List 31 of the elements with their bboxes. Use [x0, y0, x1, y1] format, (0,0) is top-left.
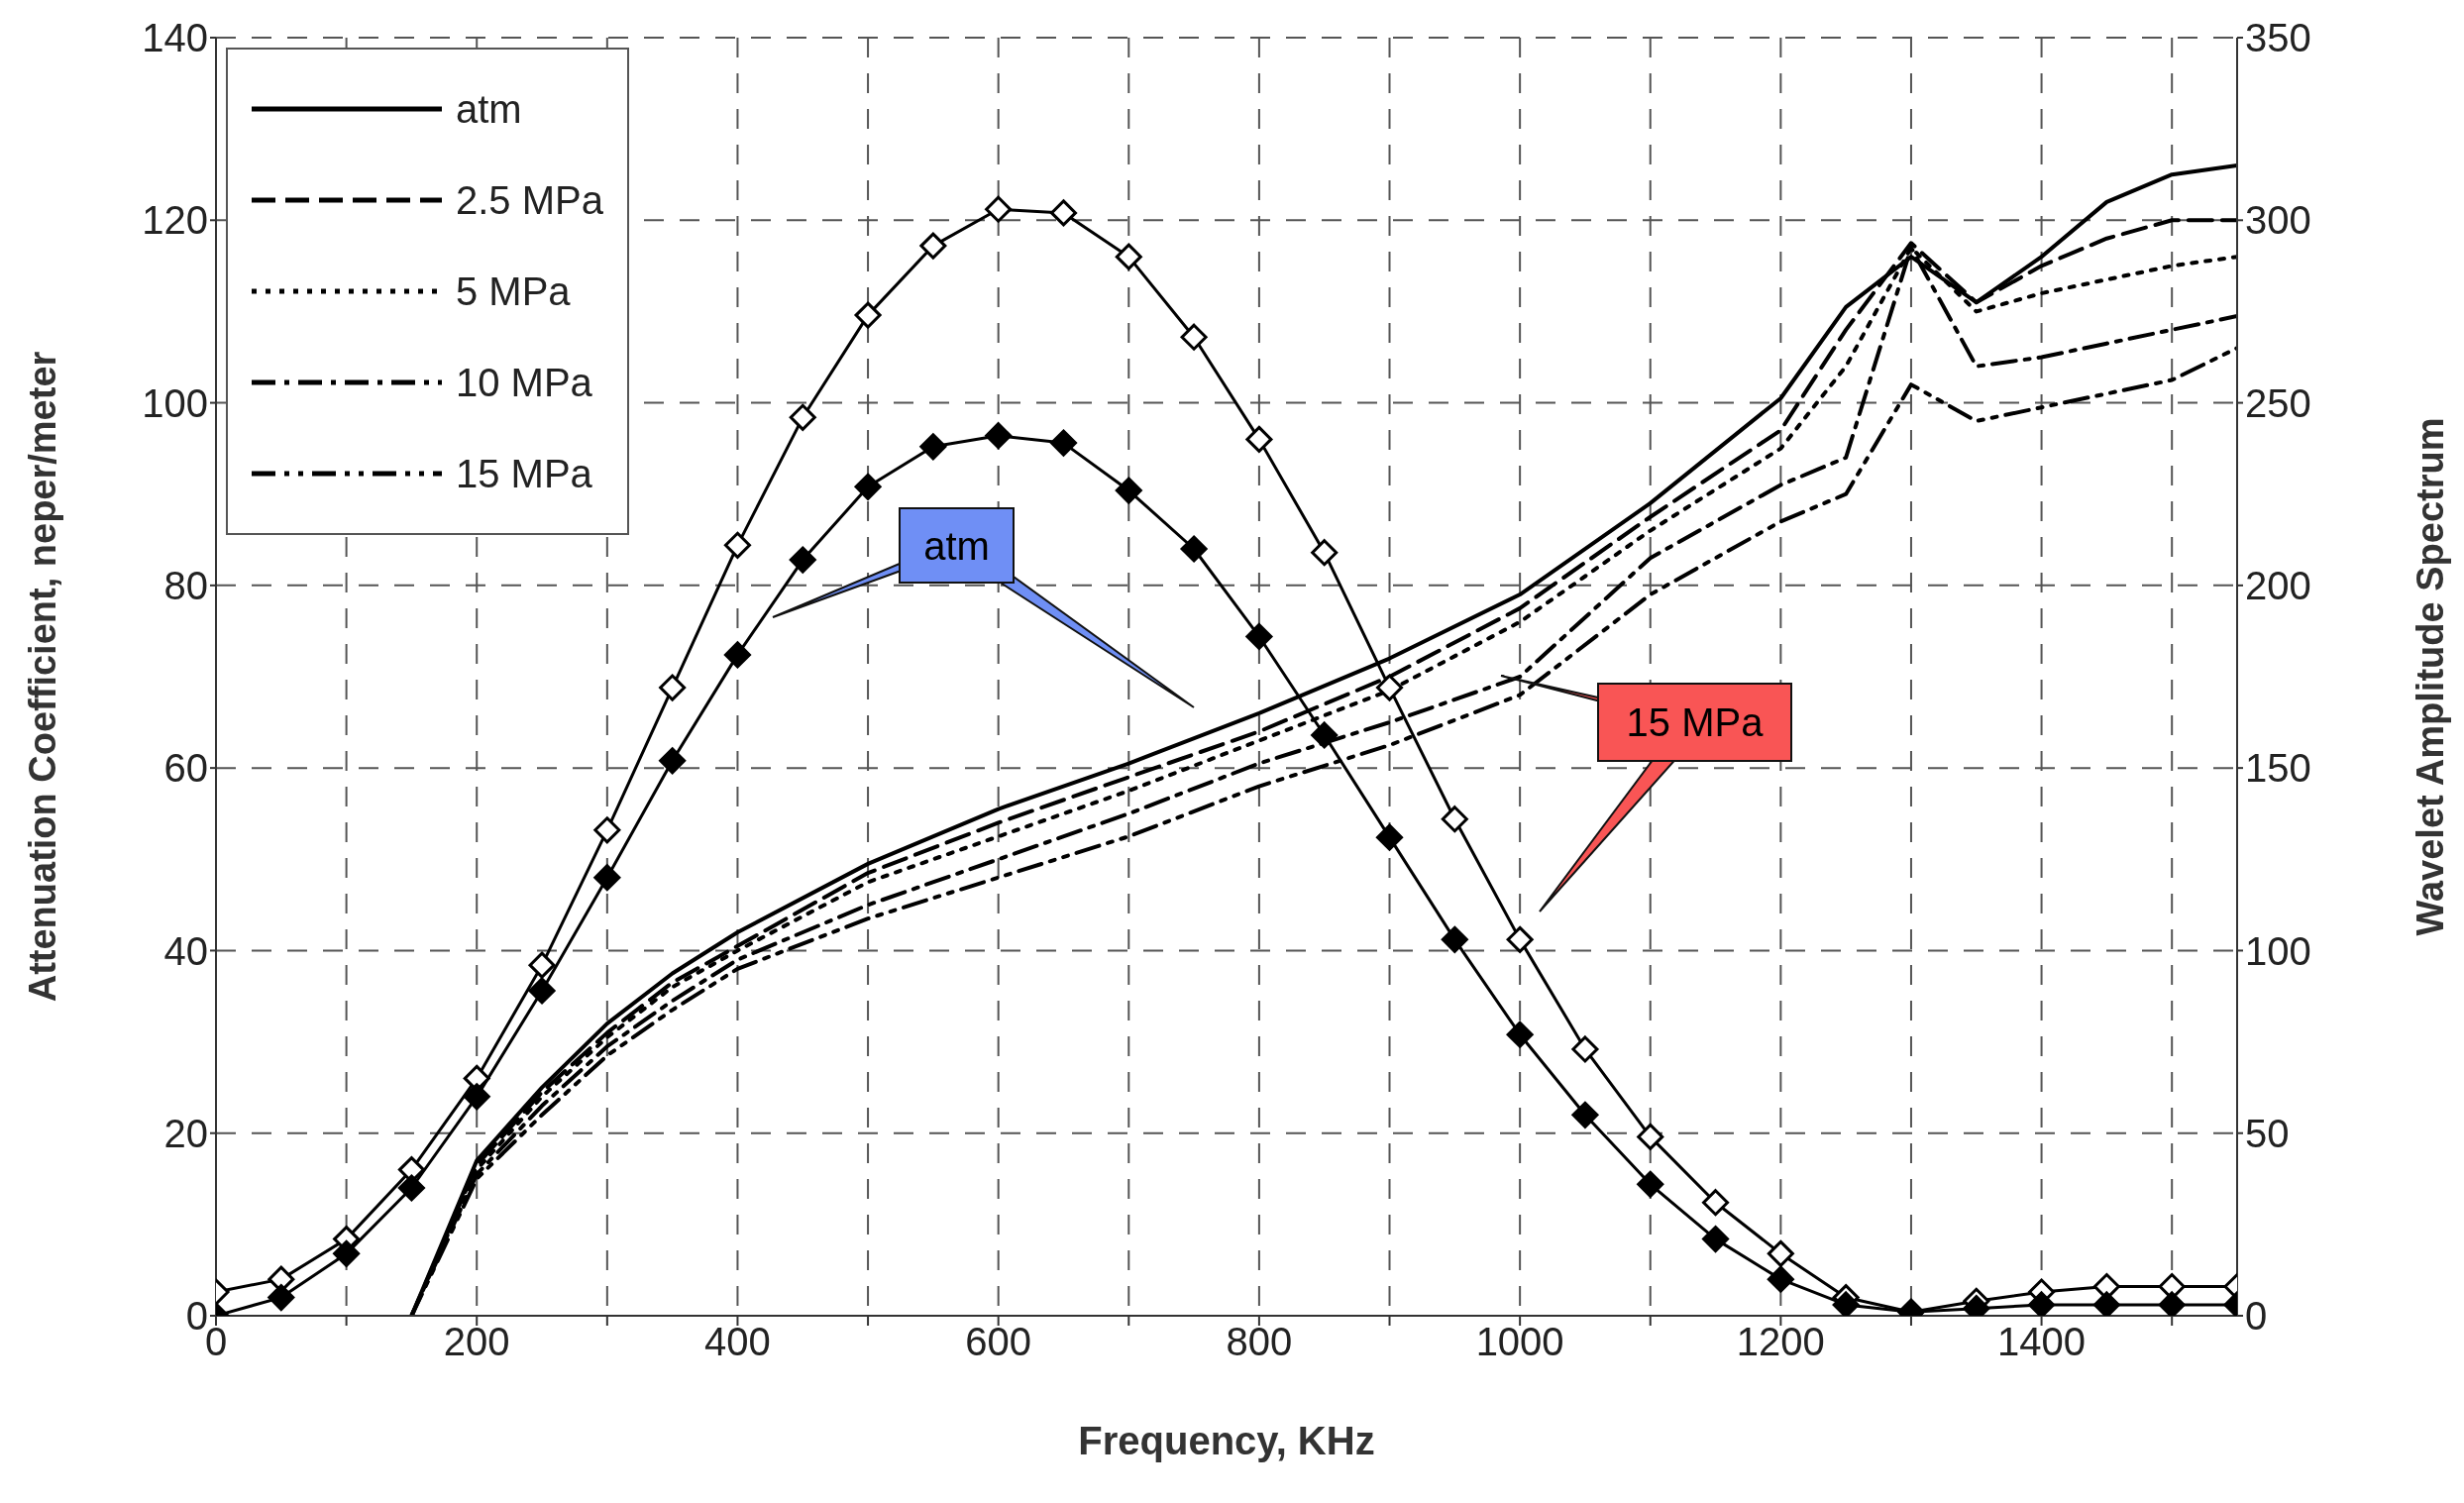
y2-tick-label: 150 [2245, 746, 2311, 791]
y-axis-title: Attenuation Coefficient, neper/meter [22, 351, 64, 1003]
x-tick-label: 1000 [1475, 1320, 1564, 1364]
x-axis-title: Frequency, KHz [1078, 1419, 1375, 1462]
x-tick-label: 1400 [1997, 1320, 2087, 1364]
y2-tick-label: 350 [2245, 16, 2311, 60]
annotation: 15 MPa [1626, 700, 1765, 744]
legend-label: 5 MPa [456, 268, 571, 314]
x-tick-label: 600 [965, 1320, 1032, 1364]
y-tick-label: 40 [163, 928, 208, 973]
y-tick-label: 100 [142, 380, 208, 425]
y-tick-label: 80 [163, 564, 208, 608]
y-tick-label: 20 [163, 1111, 208, 1155]
legend-label: 10 MPa [456, 360, 592, 405]
y2-tick-label: 50 [2245, 1111, 2290, 1155]
x-tick-label: 400 [704, 1320, 771, 1364]
y2-axis-title: Wavelet Amplitude Spectrum [2410, 417, 2452, 936]
legend-label: 2.5 MPa [456, 177, 603, 223]
y-tick-label: 60 [163, 746, 208, 791]
y2-tick-label: 200 [2245, 564, 2311, 608]
y2-tick-label: 300 [2245, 198, 2311, 243]
y2-tick-label: 250 [2245, 380, 2311, 425]
x-tick-label: 200 [443, 1320, 510, 1364]
legend-label: atm [456, 86, 522, 132]
x-tick-label: 1200 [1736, 1320, 1825, 1364]
y-tick-label: 140 [142, 16, 208, 60]
annotation: atm [923, 523, 990, 568]
legend-label: 15 MPa [456, 451, 592, 496]
x-tick-label: 800 [1226, 1320, 1293, 1364]
y2-tick-label: 100 [2245, 928, 2311, 973]
y-tick-label: 120 [142, 198, 208, 243]
